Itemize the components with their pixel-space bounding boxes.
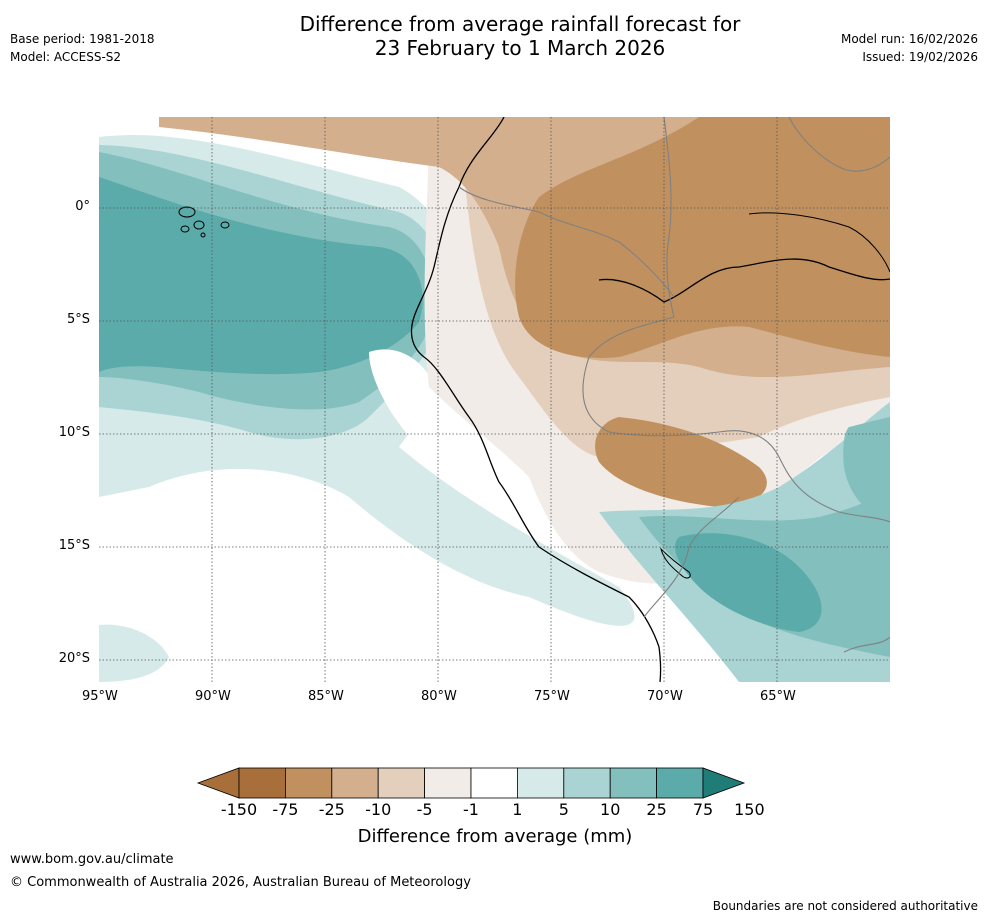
colorbar-tick-label: -150 xyxy=(220,800,258,819)
lon-label-70w: 70°W xyxy=(647,689,683,704)
land-dry-25-75 xyxy=(515,117,890,358)
base-period: Base period: 1981-2018 xyxy=(10,32,155,46)
footer-copyright: © Commonwealth of Australia 2026, Austra… xyxy=(10,875,471,890)
lon-label-65w: 65°W xyxy=(760,689,796,704)
coastline xyxy=(410,117,662,682)
colorbar-tick-label: 25 xyxy=(646,800,667,819)
amazon-river xyxy=(598,258,890,303)
lat-label-10s: 10°S xyxy=(58,425,90,440)
land-dry-patch-south xyxy=(595,417,767,507)
colorbar-tick-label: -1 xyxy=(463,800,479,819)
model-run: Model run: 16/02/2026 xyxy=(840,32,978,46)
colorbar-tick-label: -10 xyxy=(365,800,392,819)
lat-label-15s: 15°S xyxy=(58,538,90,553)
lon-label-75w: 75°W xyxy=(534,689,570,704)
page-title: Difference from average rainfall forecas… xyxy=(250,12,790,60)
colorbar-tick-label: 10 xyxy=(600,800,621,819)
colorbar-cell xyxy=(285,767,333,799)
model-name: Model: ACCESS-S2 xyxy=(10,50,122,64)
coastal-neutral-zone xyxy=(369,349,529,523)
lon-label-85w: 85°W xyxy=(308,689,344,704)
rainfall-map[interactable] xyxy=(99,117,890,682)
issued-date: Issued: 19/02/2026 xyxy=(862,50,978,64)
colorbar-tick-label: -5 xyxy=(416,800,433,819)
lon-label-80w: 80°W xyxy=(421,689,457,704)
colorbar-cell xyxy=(470,767,518,799)
land-wet-southeast-25-75 xyxy=(675,533,822,632)
footer-url[interactable]: www.bom.gov.au/climate xyxy=(10,852,174,867)
colorbar-tick-label: 5 xyxy=(558,800,569,819)
colorbar-cell xyxy=(331,767,379,799)
colorbar-cell xyxy=(238,767,286,799)
colorbar-cell xyxy=(516,767,565,799)
colorbar-title: Difference from average (mm) xyxy=(357,826,633,847)
lat-label-20s: 20°S xyxy=(58,651,90,666)
ocean-patch-southwest xyxy=(99,624,169,682)
title-line-1: Difference from average rainfall forecas… xyxy=(299,12,741,36)
title-line-2: 23 February to 1 March 2026 xyxy=(374,36,666,60)
colorbar-tick-label: -75 xyxy=(272,800,299,819)
colorbar-cell xyxy=(377,767,425,799)
ocean-band-25-75 xyxy=(99,177,423,375)
galapagos-islands xyxy=(178,206,230,238)
lon-label-90w: 90°W xyxy=(195,689,231,704)
colorbar-cell xyxy=(424,767,472,799)
colorbar-cells xyxy=(196,767,746,799)
graticule xyxy=(99,117,890,682)
colorbar xyxy=(196,767,746,799)
lat-label-0: 0° xyxy=(75,199,90,214)
amazon-tributary xyxy=(748,212,890,273)
lon-label-95w: 95°W xyxy=(82,689,118,704)
colorbar-cell xyxy=(563,767,611,799)
colorbar-cell xyxy=(609,767,658,799)
lake-titicaca xyxy=(660,547,691,579)
colorbar-cell xyxy=(656,767,704,799)
footer-disclaimer: Boundaries are not considered authoritat… xyxy=(712,899,978,913)
colorbar-tick-label: 1 xyxy=(512,800,523,819)
colorbar-arrow-low xyxy=(196,767,240,799)
lat-label-5s: 5°S xyxy=(66,312,90,327)
colorbar-arrow-high xyxy=(702,767,746,799)
colorbar-tick-label: -25 xyxy=(318,800,345,819)
colorbar-tick-label: 75 xyxy=(692,800,714,819)
land-wet-east-patch xyxy=(843,417,890,517)
colorbar-tick-label: 150 xyxy=(734,800,765,819)
